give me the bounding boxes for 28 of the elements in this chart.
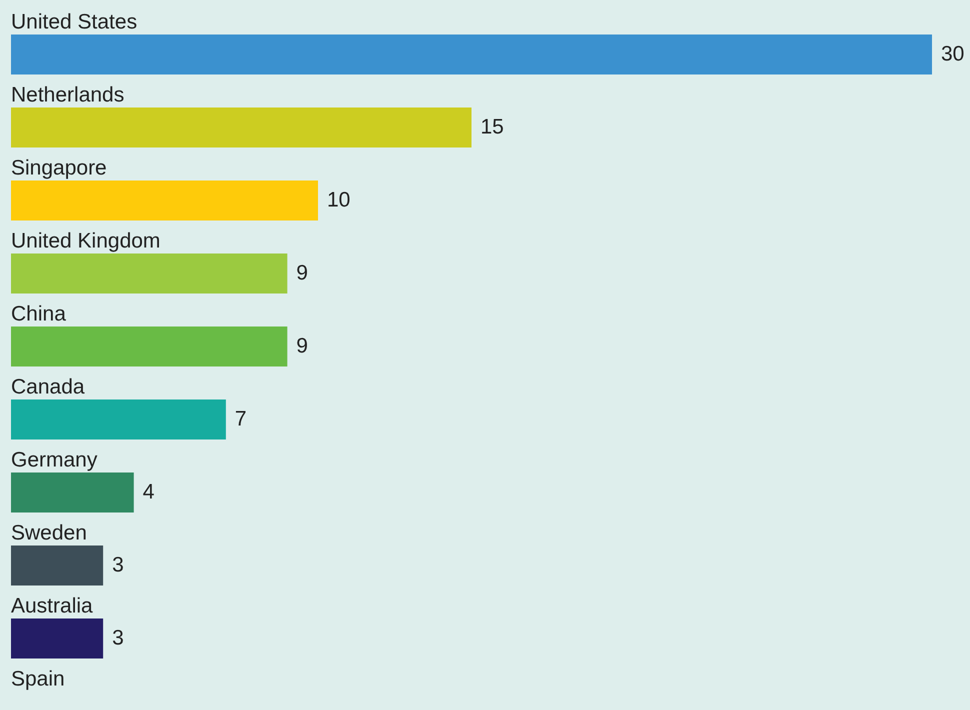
y-tick-label: Spain [11,668,65,690]
data-label: 30 [941,42,964,66]
y-tick-label: China [11,302,66,326]
bar [11,254,288,294]
data-label: 9 [296,334,308,358]
y-tick-label: Canada [11,376,85,398]
data-label: 15 [480,116,504,138]
bar [11,472,134,512]
data-label: 9 [296,262,308,284]
data-label: 3 [112,554,124,576]
bar [11,326,288,366]
data-label: 10 [327,188,350,212]
data-label: 4 [142,480,155,504]
bar [11,180,318,220]
y-tick-label: United States [11,10,138,34]
y-tick-label: United Kingdom [11,230,160,252]
bar [11,546,104,586]
y-tick-label: Singapore [11,156,107,180]
y-tick-label: Netherlands [11,84,124,106]
data-label: 7 [234,408,247,430]
data-label: 3 [112,626,124,650]
bar [11,34,932,74]
y-tick-label: Sweden [11,522,87,544]
bar [11,108,472,148]
bar [11,400,226,440]
bar [11,618,104,658]
y-tick-label: Germany [11,448,98,472]
y-tick-label: Australia [11,594,94,618]
